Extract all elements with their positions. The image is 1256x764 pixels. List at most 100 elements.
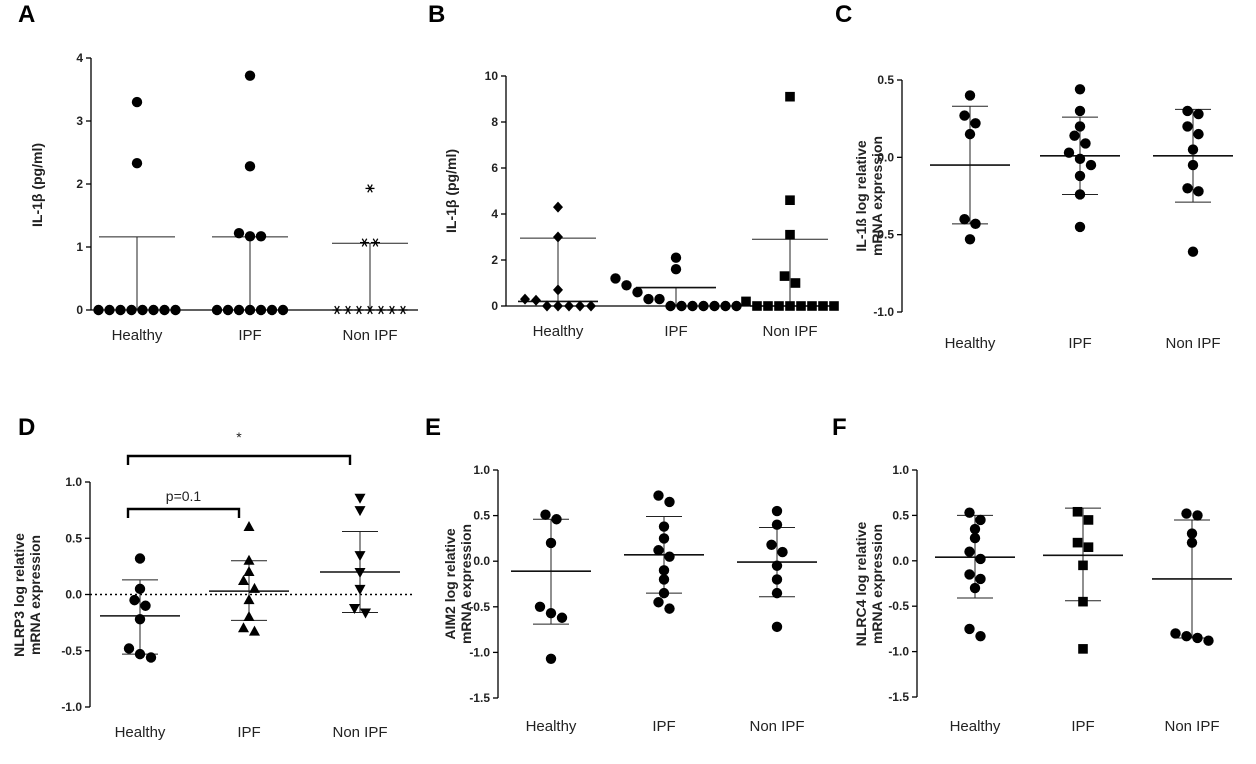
data-point [964, 546, 975, 557]
x-tick-label: Healthy [115, 724, 166, 741]
significance-label: p=0.1 [166, 488, 202, 504]
data-point [244, 304, 256, 316]
data-point [266, 304, 278, 316]
data-point [243, 594, 255, 605]
data-point [1063, 147, 1075, 158]
data-point [137, 304, 148, 316]
y-tick-label: -1.5 [888, 690, 909, 704]
data-point [785, 195, 795, 205]
data-point [964, 507, 975, 518]
data-point [540, 509, 551, 520]
data-point [1187, 159, 1199, 171]
data-point [970, 118, 981, 129]
data-point [123, 643, 135, 654]
significance-bracket: p=0.1 [126, 488, 241, 518]
data-point [1072, 506, 1083, 517]
x-tick-label: IPF [1068, 335, 1091, 352]
series-ipf [1040, 84, 1120, 233]
data-point [774, 301, 784, 311]
x-tick-label: Non IPF [342, 327, 397, 344]
x-tick-label: IPF [237, 724, 260, 741]
y-tick-label: 2 [76, 177, 83, 191]
data-point [159, 304, 170, 316]
data-point [771, 505, 783, 517]
y-tick-label: 4 [76, 51, 83, 65]
data-point [1074, 170, 1086, 182]
data-point [658, 587, 670, 599]
data-point [964, 90, 976, 101]
data-point [969, 523, 981, 535]
y-tick-label: 1.0 [473, 463, 490, 477]
data-point [343, 305, 353, 315]
y-tick-label: 0.5 [892, 508, 909, 522]
y-tick-label: -0.5 [873, 228, 894, 242]
data-point [1074, 121, 1086, 132]
data-point [360, 608, 371, 619]
data-point [1078, 596, 1088, 607]
bracket-line [126, 454, 352, 465]
y-tick-label: 1.0 [892, 463, 909, 477]
data-point [140, 600, 151, 611]
data-point [354, 305, 364, 315]
y-tick-label: 0.5 [65, 531, 82, 545]
data-point [387, 305, 397, 315]
data-point [1074, 153, 1086, 165]
data-point [975, 573, 986, 585]
data-point [376, 305, 386, 315]
data-point [771, 560, 783, 571]
data-point [1170, 628, 1181, 639]
data-point [670, 264, 682, 275]
data-point [1181, 508, 1192, 519]
data-point [244, 70, 256, 81]
data-point [658, 565, 670, 576]
panel-label: F [832, 414, 847, 441]
data-point [653, 597, 664, 608]
series-healthy [511, 509, 591, 664]
data-point [741, 296, 751, 307]
panel-c: C IL-1ß log relativemRNA expression -1.0 -0… [835, 1, 1233, 352]
data-point [771, 587, 783, 599]
series-non-ipf [1152, 508, 1232, 646]
data-point [531, 294, 541, 306]
y-tick-label: -1.0 [61, 700, 82, 714]
data-point [1182, 121, 1193, 132]
data-point [1074, 84, 1086, 95]
y-axis-label: AIM2 log relativemRNA expression [442, 524, 474, 644]
data-point [796, 301, 806, 311]
data-point [545, 653, 557, 664]
data-point [752, 301, 762, 311]
data-point [654, 293, 665, 305]
data-point [255, 304, 267, 316]
data-point [1074, 221, 1086, 233]
data-point [959, 110, 970, 121]
data-point [1192, 510, 1203, 521]
y-tick-label: 0.0 [65, 588, 82, 602]
panel-d: D NLRP3 log relativemRNA expression -1.0 -0… [11, 414, 412, 741]
y-tick-label: -1.0 [873, 305, 894, 319]
data-point [233, 304, 245, 316]
y-tick-label: 0.0 [877, 150, 894, 164]
data-point [354, 551, 366, 562]
data-point [621, 280, 632, 291]
data-point [249, 625, 260, 636]
data-point [371, 238, 380, 247]
data-point [1083, 542, 1094, 552]
y-tick-label: 0.0 [892, 554, 909, 568]
data-point [575, 300, 585, 312]
data-point [1078, 644, 1088, 654]
data-point [354, 506, 366, 517]
data-point [1083, 515, 1094, 525]
y-axis-label: IL-1ß log relativemRNA expression [853, 136, 885, 256]
series-non-ipf [332, 184, 408, 315]
data-point [553, 231, 563, 243]
data-point [255, 231, 267, 242]
data-point [553, 300, 563, 312]
series-ipf [624, 490, 704, 614]
data-point [1203, 635, 1214, 646]
data-point [564, 300, 574, 312]
data-point [131, 96, 143, 108]
data-point [964, 234, 976, 245]
data-point [709, 300, 720, 312]
data-point [1192, 632, 1203, 644]
series-non-ipf [741, 91, 839, 311]
